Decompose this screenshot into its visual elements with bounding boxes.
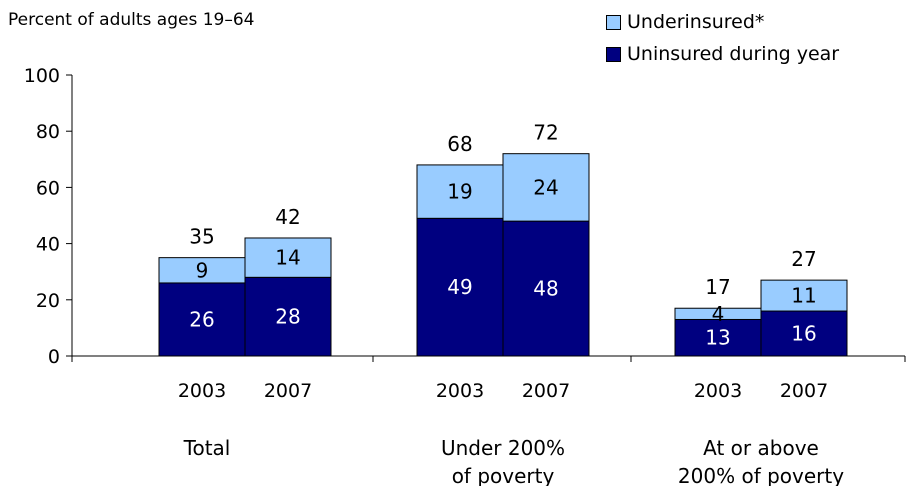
data-label-uninsured: 13 <box>705 326 730 350</box>
data-label-underinsured: 11 <box>791 284 816 308</box>
bar-uninsured <box>502 220 590 357</box>
data-label-uninsured: 26 <box>189 307 214 331</box>
y-tick-label: 40 <box>36 234 60 256</box>
y-tick-label: 80 <box>36 121 60 143</box>
legend-swatch-uninsured <box>606 46 621 62</box>
group-label: 200% of poverty <box>678 464 844 486</box>
x-tick-label-year: 2007 <box>780 380 828 402</box>
group-label: of poverty <box>452 464 555 486</box>
data-label-uninsured: 16 <box>791 322 816 346</box>
bar-uninsured <box>416 217 504 357</box>
data-label-uninsured: 49 <box>447 275 472 299</box>
data-label-underinsured: 9 <box>196 258 209 282</box>
y-tick-label: 20 <box>36 290 60 312</box>
bar-underinsured <box>158 257 246 284</box>
bar-underinsured <box>502 153 590 222</box>
total-label: 72 <box>533 121 558 145</box>
y-axis-title: Percent of adults ages 19–64 <box>8 10 255 30</box>
group-label: Total <box>183 436 231 460</box>
data-label-underinsured: 19 <box>447 180 472 204</box>
x-tick-label-year: 2003 <box>694 380 742 402</box>
legend-item-underinsured: Underinsured* <box>606 6 839 38</box>
data-label-uninsured: 48 <box>533 277 558 301</box>
y-tick-label: 0 <box>48 346 60 368</box>
legend-label-underinsured: Underinsured* <box>627 11 765 33</box>
x-tick-label-year: 2007 <box>522 380 570 402</box>
data-label-underinsured: 24 <box>533 175 558 199</box>
y-tick-label: 100 <box>24 65 60 87</box>
data-label-underinsured: 4 <box>712 302 725 326</box>
total-label: 27 <box>791 247 816 271</box>
bar-uninsured <box>674 318 762 357</box>
group-label: Under 200% <box>441 436 565 460</box>
x-tick-label-year: 2007 <box>264 380 312 402</box>
y-tick-label: 60 <box>36 177 60 199</box>
legend-swatch-underinsured <box>606 14 621 30</box>
data-label-underinsured: 14 <box>275 246 300 270</box>
legend: Underinsured* Uninsured during year <box>606 6 839 70</box>
legend-item-uninsured: Uninsured during year <box>606 38 839 70</box>
bar-underinsured <box>416 164 504 219</box>
total-label: 35 <box>189 225 214 249</box>
group-label: At or above <box>703 436 819 460</box>
x-tick-label-year: 2003 <box>178 380 226 402</box>
total-label: 42 <box>275 205 300 229</box>
bar-uninsured <box>244 276 332 357</box>
bar-underinsured <box>760 279 848 312</box>
total-label: 68 <box>447 132 472 156</box>
data-label-uninsured: 28 <box>275 305 300 329</box>
legend-label-uninsured: Uninsured during year <box>627 43 840 65</box>
bar-uninsured <box>760 310 848 357</box>
bar-uninsured <box>158 282 246 357</box>
total-label: 17 <box>705 275 730 299</box>
x-tick-label-year: 2003 <box>436 380 484 402</box>
bar-underinsured <box>244 237 332 278</box>
